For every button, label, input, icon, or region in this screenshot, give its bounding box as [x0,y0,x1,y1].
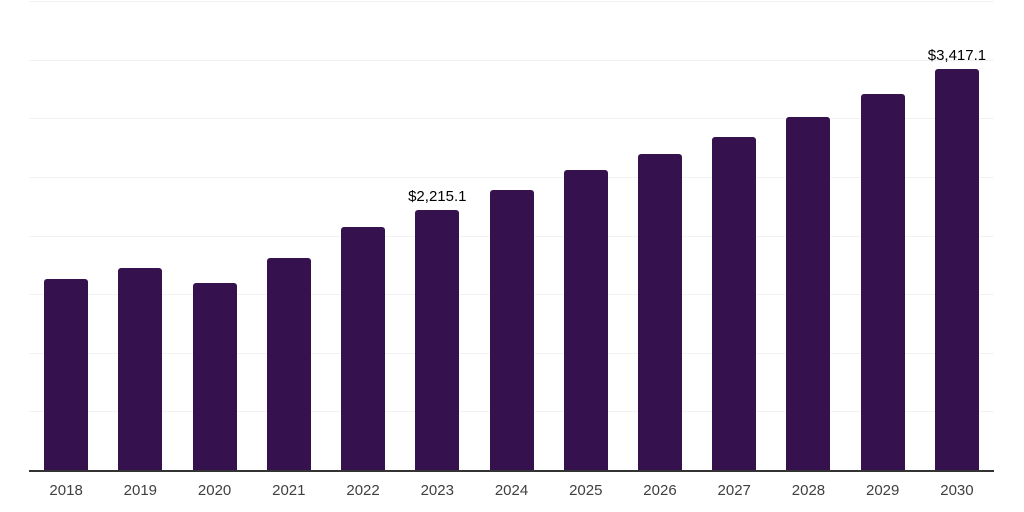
x-tick-2030: 2030 [940,482,974,499]
bar-2025 [563,169,608,470]
bars-row: $2,215.1 $3,417.1 [29,1,994,470]
value-label-2023: $2,215.1 [408,188,467,206]
x-tick-2024: 2024 [494,482,529,499]
bar-slot-2018 [29,1,103,470]
x-tick-2019: 2019 [123,482,158,499]
bar-2026 [637,154,682,470]
bar-slot-2030: $3,417.1 [920,1,994,470]
bar-2018 [44,278,89,470]
bar-slot-2025 [549,1,623,470]
gridline-3500 [29,59,994,61]
bar-2029 [860,93,905,470]
bar-slot-2019 [103,1,177,470]
bar-slot-2020 [177,1,251,470]
x-tick-2023: 2023 [420,482,454,499]
plot-area: $2,215.1 $3,417.1 [29,1,994,472]
bar-slot-2022 [326,1,400,470]
x-tick-2018: 2018 [49,482,83,499]
bar-2023 [415,210,460,470]
x-tick-2025: 2025 [569,482,603,499]
gridline-2500 [29,176,994,178]
bar-slot-2026 [623,1,697,470]
x-tick-2028: 2028 [791,482,826,499]
x-tick-2027: 2027 [717,482,751,499]
x-tick-2029: 2029 [866,482,900,499]
gridline-3000 [29,118,994,120]
bar-2024 [489,190,534,470]
x-tick-2021: 2021 [272,482,306,499]
bar-2021 [266,257,311,470]
bar-2020 [192,282,237,470]
bar-slot-2029 [846,1,920,470]
gridline-4000 [29,1,994,2]
bar-2022 [341,227,386,470]
x-axis: 2018 2019 2020 2021 2022 2023 2024 2025 2026 2027… [29,472,994,498]
bar-2019 [118,267,163,470]
bar-2030 [934,69,979,470]
bar-slot-2028 [771,1,845,470]
x-tick-2020: 2020 [197,482,232,499]
x-tick-2026: 2026 [643,482,677,499]
value-label-2030: $3,417.1 [927,47,987,65]
bar-slot-2023: $2,215.1 [400,1,474,470]
bar-slot-2021 [252,1,326,470]
bar-2027 [712,137,757,470]
bar-2028 [786,116,831,470]
bar-slot-2024 [474,1,548,470]
x-tick-2022: 2022 [346,482,380,499]
bar-slot-2027 [697,1,771,470]
